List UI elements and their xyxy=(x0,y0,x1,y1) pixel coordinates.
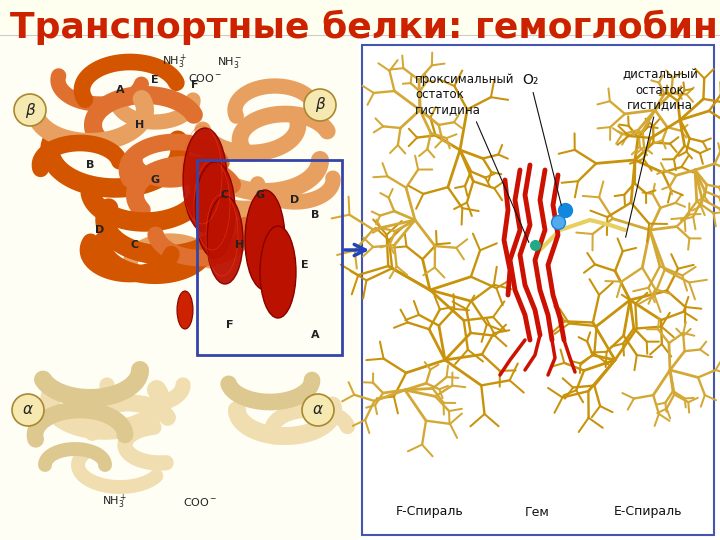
FancyBboxPatch shape xyxy=(363,45,713,534)
Text: α: α xyxy=(23,402,33,417)
Circle shape xyxy=(14,94,46,126)
Text: A: A xyxy=(311,330,319,340)
FancyBboxPatch shape xyxy=(0,0,720,35)
Text: Гем: Гем xyxy=(525,505,549,518)
Text: C: C xyxy=(131,240,139,250)
Text: D: D xyxy=(290,195,300,205)
Text: NH$_3^+$: NH$_3^+$ xyxy=(162,53,188,71)
Text: NH$_3^+$: NH$_3^+$ xyxy=(102,493,127,511)
Text: F: F xyxy=(192,80,199,90)
Text: G: G xyxy=(256,190,264,200)
Ellipse shape xyxy=(183,128,227,232)
Text: B: B xyxy=(311,210,319,220)
Text: O₂: O₂ xyxy=(522,73,562,205)
Text: β: β xyxy=(315,98,325,112)
Text: F: F xyxy=(226,320,234,330)
Ellipse shape xyxy=(260,226,296,318)
Text: α: α xyxy=(313,402,323,417)
Text: C: C xyxy=(221,190,229,200)
FancyBboxPatch shape xyxy=(358,35,720,540)
FancyBboxPatch shape xyxy=(0,35,358,540)
Ellipse shape xyxy=(177,291,193,329)
Ellipse shape xyxy=(245,190,285,290)
Text: B: B xyxy=(86,160,94,170)
Text: E: E xyxy=(301,260,309,270)
Circle shape xyxy=(302,394,334,426)
Text: D: D xyxy=(95,225,104,235)
Text: A: A xyxy=(116,85,125,95)
Ellipse shape xyxy=(195,162,235,258)
Text: Транспортные белки: гемоглобин: Транспортные белки: гемоглобин xyxy=(10,10,718,45)
Text: E-Спираль: E-Спираль xyxy=(613,505,683,518)
Text: дистальный
остаток
гистидина: дистальный остаток гистидина xyxy=(622,69,698,237)
Text: проксимальный
остаток
гистидина: проксимальный остаток гистидина xyxy=(415,73,529,242)
Text: F-Спираль: F-Спираль xyxy=(396,505,464,518)
Ellipse shape xyxy=(207,196,243,284)
Text: H: H xyxy=(135,120,145,130)
Text: G: G xyxy=(150,175,160,185)
Text: COO$^-$: COO$^-$ xyxy=(183,496,217,508)
Circle shape xyxy=(12,394,44,426)
Text: H: H xyxy=(235,240,245,250)
Circle shape xyxy=(304,89,336,121)
Text: E: E xyxy=(151,75,159,85)
Text: COO$^-$: COO$^-$ xyxy=(188,72,222,84)
Text: β: β xyxy=(25,103,35,118)
Text: NH$_3^-$: NH$_3^-$ xyxy=(217,55,243,70)
